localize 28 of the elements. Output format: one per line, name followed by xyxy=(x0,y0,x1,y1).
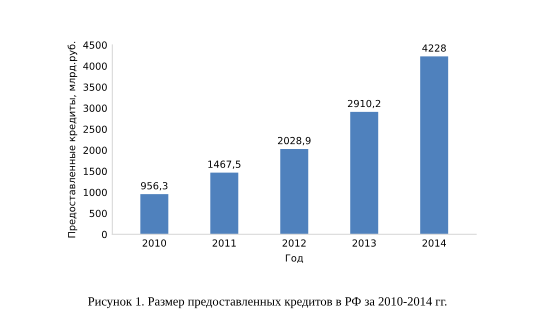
y-tick-label: 3500 xyxy=(83,84,107,91)
y-tick-label: 3000 xyxy=(83,104,107,112)
y-tick-label: 1500 xyxy=(84,168,107,176)
y-tick-label: 4000 xyxy=(83,62,107,70)
y-tick-label: 2500 xyxy=(83,126,107,133)
y-tick-label: 1000 xyxy=(84,188,107,196)
y-axis-title: Предоставленные кредиты, млрд.руб. xyxy=(68,42,78,238)
data-label: 4228 xyxy=(422,44,446,52)
text: Рисунок 1. Размер предоставленных кредитов в РФ за 2010-2014 гг. xyxy=(88,297,446,308)
data-label: 2910,2 xyxy=(348,100,380,108)
x-tick-label: 2012 xyxy=(282,239,306,247)
x-tick-label: 2014 xyxy=(422,239,446,247)
x-tick-label: 2011 xyxy=(212,239,236,247)
y-tick-label: 2000 xyxy=(83,146,107,154)
x-tick-label: 2013 xyxy=(352,239,376,247)
bar xyxy=(350,112,378,234)
bar xyxy=(140,194,168,234)
data-label: 956,3 xyxy=(141,182,168,190)
data-label: 1467,5 xyxy=(208,160,240,169)
bar xyxy=(280,148,308,234)
x-tick-label: 2010 xyxy=(142,239,166,247)
data-label: 2028,9 xyxy=(278,136,311,146)
y-tick-label: 4500 xyxy=(83,41,107,49)
y-tick-label: 0 xyxy=(102,230,107,238)
x-axis-title: Год xyxy=(286,254,304,263)
bar xyxy=(420,56,448,234)
y-tick-label: 500 xyxy=(90,210,107,218)
bar xyxy=(210,172,238,234)
